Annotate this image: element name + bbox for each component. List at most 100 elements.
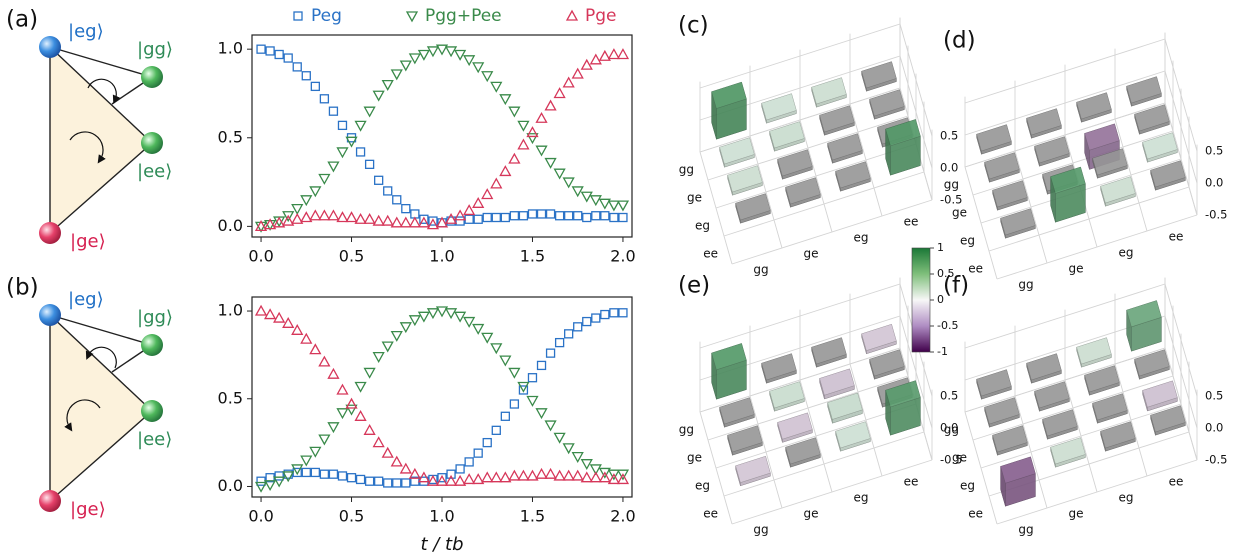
bar-top bbox=[728, 166, 763, 192]
row-label: ee bbox=[968, 262, 983, 276]
marker-triangle-down bbox=[365, 368, 375, 377]
marker-triangle-down bbox=[310, 447, 320, 456]
marker-triangle-up bbox=[491, 473, 501, 482]
triangle bbox=[50, 47, 152, 233]
col-label: ge bbox=[1069, 262, 1084, 276]
state-label: |gg⟩ bbox=[137, 307, 173, 328]
row-label: eg bbox=[960, 234, 975, 248]
bar bbox=[977, 125, 1012, 155]
marker-square bbox=[338, 472, 346, 480]
marker-triangle-down bbox=[337, 409, 347, 418]
bar bbox=[870, 350, 905, 380]
marker-triangle-down bbox=[555, 169, 565, 178]
marker-square bbox=[366, 477, 374, 485]
bar-top bbox=[870, 350, 905, 376]
y-tick-label: 0.5 bbox=[218, 127, 243, 146]
marker-triangle-up bbox=[310, 345, 320, 354]
marker-triangle-down bbox=[374, 353, 384, 362]
state-label: |eg⟩ bbox=[68, 21, 104, 42]
bar bbox=[993, 181, 1028, 211]
marker-triangle-up bbox=[555, 88, 565, 97]
marker-square bbox=[257, 477, 265, 485]
bar-top bbox=[1135, 350, 1170, 376]
plot-frame bbox=[252, 297, 632, 497]
marker-triangle-down bbox=[455, 312, 465, 321]
marker-triangle-down bbox=[464, 318, 474, 327]
col-label: ee bbox=[904, 215, 919, 229]
x-tick-label: 0.5 bbox=[339, 247, 364, 266]
marker-triangle-down bbox=[328, 162, 338, 171]
bar-top bbox=[720, 138, 755, 164]
state-sphere bbox=[141, 132, 163, 154]
bar bbox=[886, 119, 921, 175]
marker-triangle-down bbox=[428, 47, 438, 56]
marker-triangle-down bbox=[500, 95, 510, 104]
marker-triangle-up bbox=[265, 310, 275, 319]
bar-top bbox=[736, 194, 771, 220]
marker-triangle-down bbox=[573, 453, 583, 462]
triangle bbox=[50, 315, 152, 501]
marker-square bbox=[574, 323, 582, 331]
marker-triangle-up bbox=[546, 101, 556, 110]
bar bbox=[1001, 457, 1036, 506]
bar bbox=[1143, 133, 1178, 163]
col-label: ge bbox=[804, 247, 819, 261]
row-label: ge bbox=[952, 451, 967, 465]
marker-triangle-up bbox=[482, 473, 492, 482]
bar-top bbox=[1093, 394, 1128, 420]
marker-triangle-down bbox=[392, 70, 402, 79]
marker-triangle-down bbox=[455, 50, 465, 59]
bar-top bbox=[778, 150, 813, 176]
bar bbox=[870, 90, 905, 120]
marker-triangle-down bbox=[491, 344, 501, 353]
marker-square bbox=[519, 212, 527, 220]
col-label: gg bbox=[753, 263, 768, 277]
marker-triangle-down bbox=[582, 192, 592, 201]
x-tick-label: 2.0 bbox=[610, 247, 635, 266]
marker-triangle-down bbox=[383, 342, 393, 351]
bar bbox=[712, 82, 747, 139]
marker-square bbox=[338, 121, 346, 129]
marker-square bbox=[574, 212, 582, 220]
marker-square bbox=[302, 72, 310, 80]
figure: |eg⟩|gg⟩|ee⟩|ge⟩(a)|eg⟩|gg⟩|ee⟩|ge⟩(b)0.… bbox=[0, 0, 1233, 560]
marker-square bbox=[375, 477, 383, 485]
marker-triangle-down bbox=[292, 205, 302, 214]
marker-triangle-up bbox=[573, 471, 583, 480]
marker-triangle-up bbox=[518, 471, 528, 480]
row-label: eg bbox=[695, 479, 710, 493]
marker-triangle-up bbox=[401, 464, 411, 473]
marker-square bbox=[357, 148, 365, 156]
marker-triangle-up bbox=[573, 69, 583, 78]
marker-triangle-up bbox=[383, 216, 393, 225]
state-sphere bbox=[39, 222, 61, 244]
marker-triangle-up bbox=[564, 471, 574, 480]
bar bbox=[778, 150, 813, 180]
bar-top bbox=[1051, 438, 1086, 464]
z-tick-label: 0.5 bbox=[940, 129, 958, 143]
marker-square bbox=[601, 212, 609, 220]
bar bbox=[993, 426, 1028, 456]
state-sphere bbox=[39, 304, 61, 326]
marker-square bbox=[329, 470, 337, 478]
bar bbox=[1135, 350, 1170, 380]
marker-square bbox=[492, 426, 500, 434]
panel-label: (d) bbox=[943, 28, 976, 54]
bar bbox=[786, 178, 821, 208]
marker-square bbox=[610, 214, 618, 222]
state-sphere bbox=[39, 36, 61, 58]
marker-triangle-down bbox=[319, 435, 329, 444]
colorbar-tick-label: -0.5 bbox=[937, 319, 958, 332]
plot-frame bbox=[252, 35, 632, 237]
marker-square bbox=[492, 214, 500, 222]
marker-square bbox=[266, 47, 274, 55]
marker-square bbox=[393, 196, 401, 204]
bar-top bbox=[1151, 406, 1186, 432]
bar-top bbox=[1027, 354, 1062, 380]
marker-triangle-down bbox=[365, 107, 375, 116]
bar bbox=[1135, 105, 1170, 135]
bar-top bbox=[870, 90, 905, 116]
bar bbox=[712, 343, 747, 399]
row-label: ge bbox=[687, 451, 702, 465]
row-label: gg bbox=[679, 163, 694, 177]
